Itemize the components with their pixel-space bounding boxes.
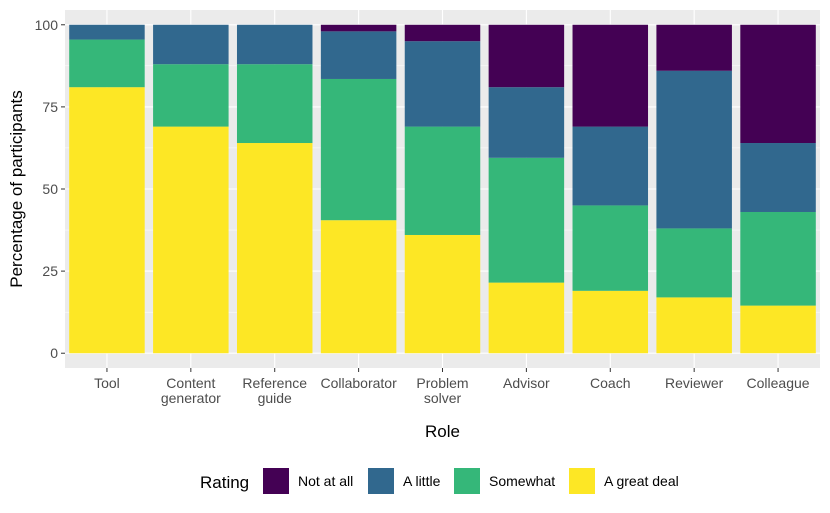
bar-segment-somewhat	[404, 126, 481, 235]
bar-segment-somewhat	[236, 64, 313, 144]
bar-segment-somewhat	[320, 78, 397, 221]
legend-title: Rating	[200, 473, 249, 492]
x-tick-label: Advisor	[503, 375, 550, 391]
legend: Rating Not at all A little Somewhat A great…	[200, 468, 679, 494]
legend-label: Not at all	[298, 473, 353, 489]
legend-label: A great deal	[604, 473, 679, 489]
x-tick-label: Coach	[590, 375, 630, 391]
bar-segment-a-great-deal	[236, 143, 313, 354]
bar-segment-somewhat	[69, 39, 145, 88]
bar-segment-a-little	[656, 70, 732, 229]
legend-key-somewhat	[454, 468, 480, 494]
bar-segment-a-little	[320, 31, 397, 79]
bar-segment-a-little	[488, 87, 565, 158]
y-axis-title: Percentage of participants	[7, 90, 26, 288]
bar-segment-a-little	[236, 24, 313, 65]
bar-segment-somewhat	[153, 64, 229, 127]
legend-label: A little	[403, 473, 441, 489]
legend-key-a-great-deal	[569, 468, 595, 494]
legend-key-not-at-all	[263, 468, 289, 494]
bar-segment-somewhat	[488, 157, 565, 283]
x-tick-label: Tool	[94, 375, 120, 391]
bar-segment-a-little	[69, 24, 145, 40]
y-tick-label: 50	[42, 181, 58, 197]
bar-segment-not-at-all	[740, 24, 816, 144]
x-tick-label: Content generator	[161, 375, 221, 406]
bar-segment-not-at-all	[656, 24, 732, 71]
bar-segment-a-little	[572, 126, 649, 206]
bar-segment-a-little	[740, 143, 816, 212]
bar-segment-a-little	[153, 24, 229, 65]
y-tick-label: 75	[42, 99, 58, 115]
legend-label: Somewhat	[489, 473, 555, 489]
x-axis-title: Role	[425, 422, 460, 441]
y-tick-label: 25	[42, 263, 58, 279]
x-tick-label: Colleague	[747, 375, 810, 391]
bar-segment-a-great-deal	[153, 126, 229, 354]
y-axis: 0 25 50 75 100	[35, 17, 65, 361]
bar-segment-a-great-deal	[572, 290, 649, 354]
bar-segment-somewhat	[572, 205, 649, 291]
x-tick-label: Reviewer	[665, 375, 724, 391]
bar-segment-somewhat	[656, 228, 732, 298]
bars-group	[69, 24, 816, 354]
bar-segment-a-great-deal	[488, 282, 565, 354]
y-tick-label: 0	[50, 345, 58, 361]
y-tick-label: 100	[35, 17, 59, 33]
bar-segment-a-great-deal	[404, 234, 481, 354]
bar-segment-not-at-all	[572, 24, 649, 127]
bar-segment-a-little	[404, 41, 481, 127]
x-tick-label: Problem solver	[416, 375, 468, 406]
bar-segment-not-at-all	[488, 24, 565, 88]
bar-segment-a-great-deal	[656, 297, 732, 354]
bar-segment-a-great-deal	[69, 87, 145, 354]
x-tick-label: Collaborator	[320, 375, 397, 391]
legend-key-a-little	[368, 468, 394, 494]
x-tick-label: Reference guide	[242, 375, 307, 406]
x-axis: Tool Content generator Reference guide Collab…	[94, 368, 810, 406]
bar-segment-not-at-all	[320, 24, 397, 32]
bar-segment-a-great-deal	[740, 305, 816, 354]
bar-segment-somewhat	[740, 211, 816, 306]
bar-segment-a-great-deal	[320, 220, 397, 354]
bar-segment-not-at-all	[404, 24, 481, 42]
